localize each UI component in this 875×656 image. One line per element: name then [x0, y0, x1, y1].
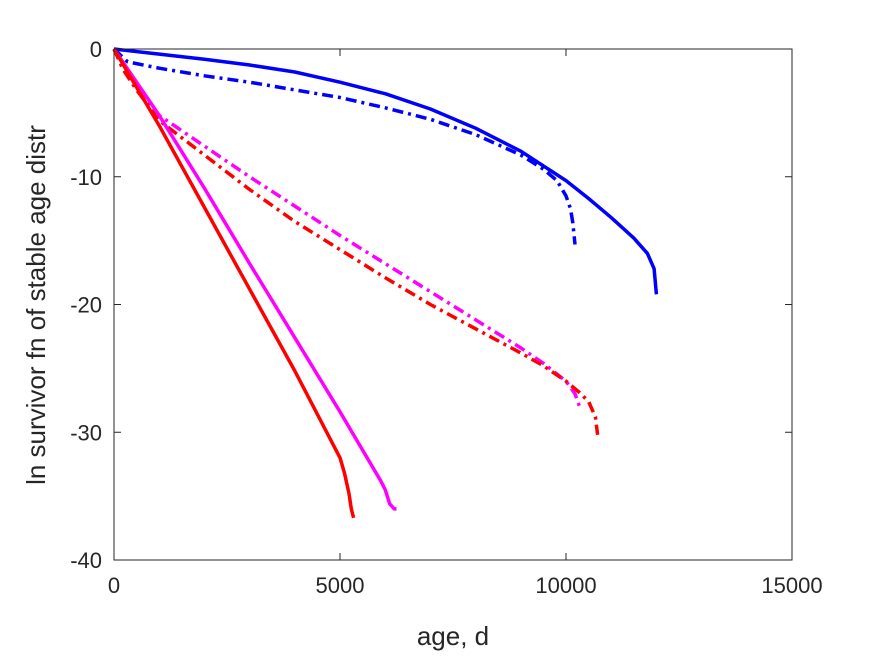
y-axis-label: ln survivor fn of stable age distr: [21, 125, 51, 485]
tick-labels-layer: 0 5000 10000 15000 0 -10 -20 -30 -40: [70, 37, 822, 598]
x-axis-label: age, d: [417, 621, 489, 651]
series-line-4: [112, 48, 600, 436]
x-tick-label: 10000: [535, 573, 596, 598]
x-tick-label: 0: [108, 573, 120, 598]
series-line-1: [113, 47, 659, 295]
y-tick-label: -10: [70, 165, 102, 190]
y-tick-label: -20: [70, 293, 102, 318]
ticks-layer: [113, 48, 793, 561]
x-tick-label: 5000: [316, 573, 365, 598]
series-line-6: [112, 48, 356, 519]
plot-area-frame: [113, 48, 793, 561]
y-tick-label: -40: [70, 548, 102, 573]
y-tick-label: -30: [70, 420, 102, 445]
series-line-5: [112, 48, 397, 511]
x-tick-label: 15000: [761, 573, 822, 598]
series-layer: [112, 47, 659, 519]
y-tick-label: 0: [90, 37, 102, 62]
series-line-3: [112, 48, 582, 408]
series-line-2: [112, 47, 577, 245]
